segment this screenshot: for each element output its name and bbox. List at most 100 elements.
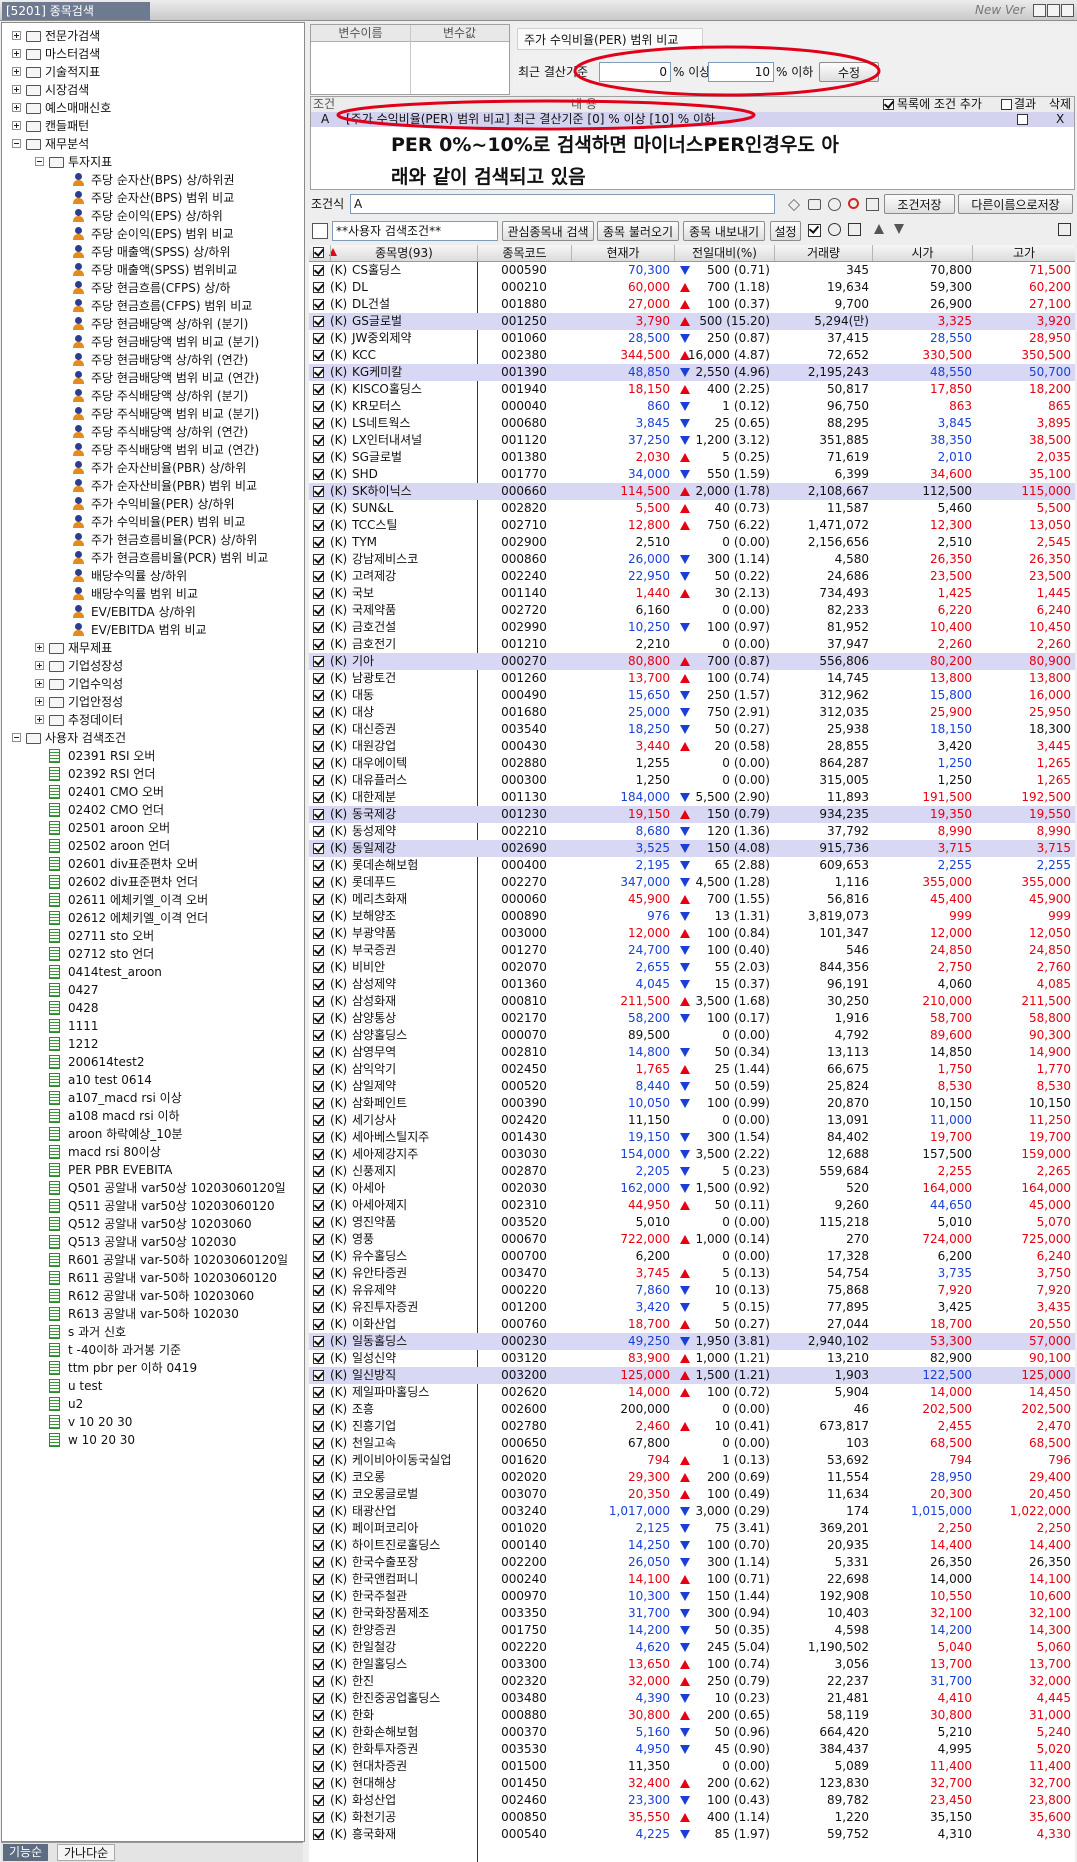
row-checkbox[interactable] — [313, 1081, 324, 1092]
tree-item[interactable]: 02711 sto 오버 — [68, 929, 155, 943]
table-row[interactable]: (K) 대유플러스 000300 1,250 0 (0.00) 315,005 1,250 1,… — [309, 772, 1075, 789]
expand-icon[interactable] — [1058, 223, 1071, 236]
row-checkbox[interactable] — [313, 1744, 324, 1755]
row-checkbox[interactable] — [313, 775, 324, 786]
tree-item[interactable]: 0414test_aroon — [68, 965, 162, 979]
table-row[interactable]: (K) 대신증권 003540 18,250 50 (0.27) 25,938 18,150 1… — [309, 721, 1075, 738]
table-row[interactable]: (K) 한화 000880 30,800 200 (0.65) 58,119 30,800 31… — [309, 1707, 1075, 1724]
row-checkbox[interactable] — [313, 860, 324, 871]
column-header[interactable]: 종목명(93) — [330, 245, 477, 261]
row-checkbox[interactable] — [313, 333, 324, 344]
tree-item[interactable]: a10 test 0614 — [68, 1073, 152, 1087]
row-checkbox[interactable] — [313, 1149, 324, 1160]
row-checkbox[interactable] — [313, 384, 324, 395]
row-checkbox[interactable] — [313, 1336, 324, 1347]
tree-item[interactable]: Q513 공알내 var50상 102030 — [68, 1235, 237, 1249]
table-row[interactable]: (K) DL건설 001880 27,000 100 (0.37) 9,700 26,900 2… — [309, 296, 1075, 313]
table-row[interactable]: (K) KISCO홀딩스 001940 18,150 400 (2.25) 50,817 17… — [309, 381, 1075, 398]
table-row[interactable]: (K) 세아제강지주 003030 154,000 3,500 (2.22) 12,688 1… — [309, 1146, 1075, 1163]
table-row[interactable]: (K) 조흥 002600 200,000 0 (0.00) 46 202,500 202,50… — [309, 1401, 1075, 1418]
row-checkbox[interactable] — [313, 571, 324, 582]
table-row[interactable]: (K) 삼영무역 002810 14,800 50 (0.34) 13,113 14,850 1… — [309, 1044, 1075, 1061]
row-checkbox[interactable] — [313, 792, 324, 803]
tree-item[interactable]: 02612 에체키엘_이격 언더 — [68, 911, 209, 925]
table-row[interactable]: (K) KR모터스 000040 860 1 (0.12) 96,750 863 865 — [309, 398, 1075, 415]
row-checkbox[interactable] — [313, 707, 324, 718]
tree-item[interactable]: 0428 — [68, 1001, 99, 1015]
row-checkbox[interactable] — [313, 554, 324, 565]
tree-item[interactable]: 사용자 검색조건 — [45, 731, 127, 745]
row-checkbox[interactable] — [313, 1472, 324, 1483]
column-header[interactable]: 거래량 — [774, 245, 872, 261]
row-checkbox[interactable] — [313, 741, 324, 752]
table-row[interactable]: (K) 동성제약 002210 8,680 120 (1.36) 37,792 8,990 8,… — [309, 823, 1075, 840]
row-checkbox[interactable] — [313, 809, 324, 820]
search-dropdown[interactable]: **사용자 검색조건** — [332, 221, 498, 241]
row-checkbox[interactable] — [313, 690, 324, 701]
tree-item[interactable]: v 10 20 30 — [68, 1415, 133, 1429]
tree-item[interactable]: 예스매매신호 — [45, 101, 112, 115]
row-checkbox[interactable] — [313, 1217, 324, 1228]
table-row[interactable]: (K) 동일제강 002690 3,525 150 (4.08) 915,736 3,715 3… — [309, 840, 1075, 857]
table-row[interactable]: (K) SG글로벌 001380 2,030 5 (0.25) 71,619 2,010 2,0… — [309, 449, 1075, 466]
row-checkbox[interactable] — [313, 469, 324, 480]
row-checkbox[interactable] — [313, 1183, 324, 1194]
row-checkbox[interactable] — [313, 1370, 324, 1381]
table-row[interactable]: (K) SK하이닉스 000660 114,500 2,000 (1.78) 2,108,6… — [309, 483, 1075, 500]
row-checkbox[interactable] — [313, 1387, 324, 1398]
row-checkbox[interactable] — [313, 1591, 324, 1602]
row-checkbox[interactable] — [313, 673, 324, 684]
row-checkbox[interactable] — [313, 1540, 324, 1551]
row-checkbox[interactable] — [313, 1302, 324, 1313]
tree-item[interactable]: 캔들패턴 — [45, 119, 90, 133]
table-row[interactable]: (K) 삼일제약 000520 8,440 50 (0.59) 25,824 8,530 8,5… — [309, 1078, 1075, 1095]
table-row[interactable]: (K) 동국제강 001230 19,150 150 (0.79) 934,235 19,35… — [309, 806, 1075, 823]
tree-item[interactable]: 주가 순자산비율(PBR) 범위 비교 — [91, 479, 258, 493]
table-row[interactable]: (K) 한국주철관 000970 10,300 150 (1.44) 192,908 10,5… — [309, 1588, 1075, 1605]
collapse-box[interactable] — [12, 139, 21, 148]
table-row[interactable]: (K) KG케미칼 001390 48,850 2,550 (4.96) 2,195,243… — [309, 364, 1075, 381]
row-checkbox[interactable] — [313, 1098, 324, 1109]
table-row[interactable]: (K) 남광토건 001260 13,700 100 (0.74) 14,745 13,800… — [309, 670, 1075, 687]
row-checkbox[interactable] — [313, 588, 324, 599]
table-row[interactable]: (K) 하이트진로홀딩스 000140 14,250 100 (0.70) 20,935 14… — [309, 1537, 1075, 1554]
table-row[interactable]: (K) SUN&L 002820 5,500 40 (0.73) 11,587 5,460 5,… — [309, 500, 1075, 517]
move-up-icon[interactable] — [874, 224, 884, 234]
table-row[interactable]: (K) 삼익악기 002450 1,765 25 (1.44) 66,675 1,750 1,7… — [309, 1061, 1075, 1078]
table-row[interactable]: (K) 흥국화재 000540 4,225 85 (1.97) 59,752 4,310 4,3… — [309, 1826, 1075, 1843]
tree-item[interactable]: 02502 aroon 언더 — [68, 839, 171, 853]
tree-item[interactable]: 주당 현금배당액 범위 비교 (분기) — [91, 335, 260, 349]
tree-item[interactable]: 투자지표 — [68, 155, 113, 169]
tree-item[interactable]: 주당 주식배당액 범위 비교 (연간) — [91, 443, 260, 457]
row-checkbox[interactable] — [313, 367, 324, 378]
table-row[interactable]: (K) 현대해상 001450 32,400 200 (0.62) 123,830 32,70… — [309, 1775, 1075, 1792]
table-row[interactable]: (K) CS홀딩스 000590 70,300 500 (0.71) 345 70,800 71… — [309, 262, 1075, 279]
tree-item[interactable]: 02391 RSI 오버 — [68, 749, 156, 763]
close-button[interactable] — [1061, 4, 1074, 17]
row-checkbox[interactable] — [313, 1557, 324, 1568]
tree-item[interactable]: 02392 RSI 언더 — [68, 767, 156, 781]
tree-item[interactable]: 02401 CMO 오버 — [68, 785, 165, 799]
table-row[interactable]: (K) 롯데푸드 002270 347,000 4,500 (1.28) 1,116 355,… — [309, 874, 1075, 891]
tree-item[interactable]: 1212 — [68, 1037, 99, 1051]
table-row[interactable]: (K) 한양증권 001750 14,200 50 (0.35) 4,598 14,200 14… — [309, 1622, 1075, 1639]
tree-item[interactable]: 주당 현금흐름(CFPS) 범위 비교 — [91, 299, 253, 313]
row-checkbox[interactable] — [313, 1353, 324, 1364]
tree-item[interactable]: 시장검색 — [45, 83, 90, 97]
table-row[interactable]: (K) 유안타증권 003470 3,745 5 (0.13) 54,754 3,735 3,7… — [309, 1265, 1075, 1282]
row-checkbox[interactable] — [313, 1166, 324, 1177]
row-checkbox[interactable] — [313, 1829, 324, 1840]
column-header[interactable]: 종목코드 — [477, 245, 571, 261]
row-checkbox[interactable] — [313, 639, 324, 650]
formula-icon[interactable] — [788, 199, 800, 211]
table-row[interactable]: (K) 화성산업 002460 23,300 100 (0.43) 89,782 23,450… — [309, 1792, 1075, 1809]
tab-function[interactable]: 기능순 — [3, 1844, 49, 1861]
table-row[interactable]: (K) 일신방직 003200 125,000 1,500 (1.21) 1,903 122,… — [309, 1367, 1075, 1384]
table-row[interactable]: (K) 유진투자증권 001200 3,420 5 (0.15) 77,895 3,425 3,… — [309, 1299, 1075, 1316]
table-row[interactable]: (K) 일성신약 003120 83,900 1,000 (1.21) 13,210 82,9… — [309, 1350, 1075, 1367]
table-row[interactable]: (K) 대우에이텍 002880 1,255 0 (0.00) 864,287 1,250 1,… — [309, 755, 1075, 772]
tree-item[interactable]: Q512 공알내 var50상 10203060 — [68, 1217, 252, 1231]
table-row[interactable]: (K) 한국화장품제조 003350 31,700 300 (0.94) 10,403 32,… — [309, 1605, 1075, 1622]
expand-box[interactable] — [35, 661, 44, 670]
table-row[interactable]: (K) 한일홀딩스 003300 13,650 100 (0.74) 3,056 13,700… — [309, 1656, 1075, 1673]
